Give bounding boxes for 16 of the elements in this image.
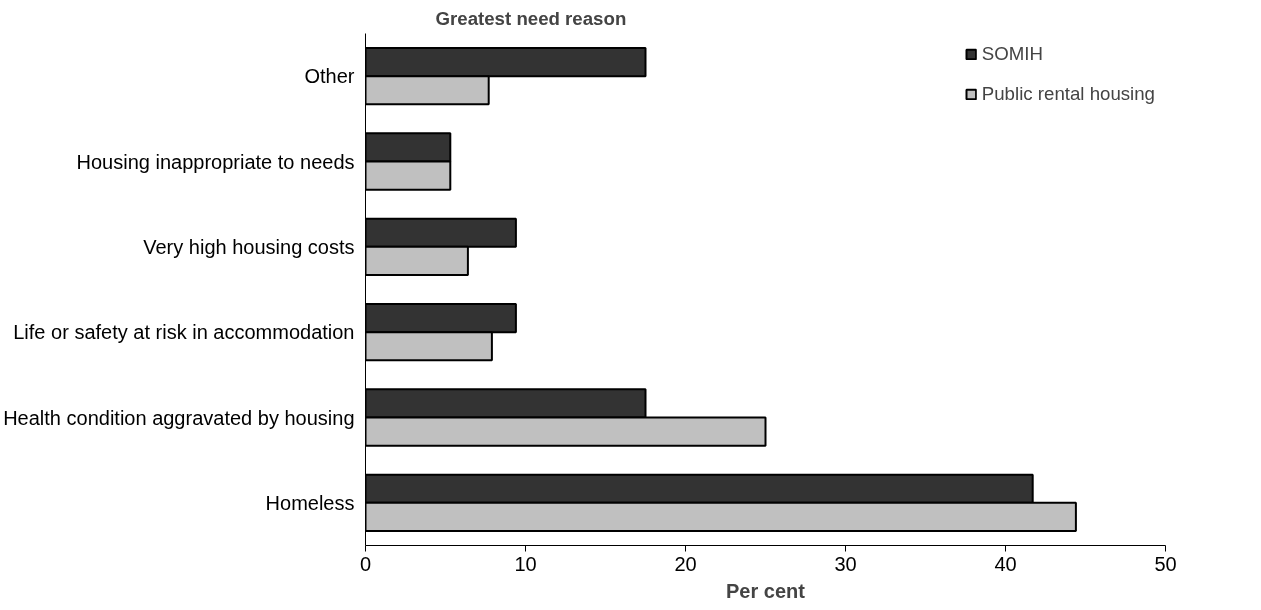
y-tick-label: Housing inappropriate to needs <box>76 150 355 173</box>
x-tick-label: 30 <box>834 552 857 575</box>
y-tick-label: Life or safety at risk in accommodation <box>13 321 355 344</box>
x-tick-label: 10 <box>514 552 537 575</box>
x-axis-title: Per cent <box>726 579 806 602</box>
y-tick-label: Homeless <box>265 491 355 514</box>
x-tick-label: 50 <box>1154 552 1177 575</box>
y-tick-label: Health condition aggravated by housing <box>3 406 355 429</box>
legend-label: Public rental housing <box>981 83 1155 105</box>
y-tick-label: Other <box>304 65 355 88</box>
x-tick-label: 40 <box>994 552 1017 575</box>
legend-label: SOMIH <box>981 43 1043 65</box>
chart-title: Greatest need reason <box>435 7 627 29</box>
y-tick-label: Very high housing costs <box>143 235 355 258</box>
x-tick-label: 0 <box>359 552 372 575</box>
x-tick-label: 20 <box>674 552 697 575</box>
